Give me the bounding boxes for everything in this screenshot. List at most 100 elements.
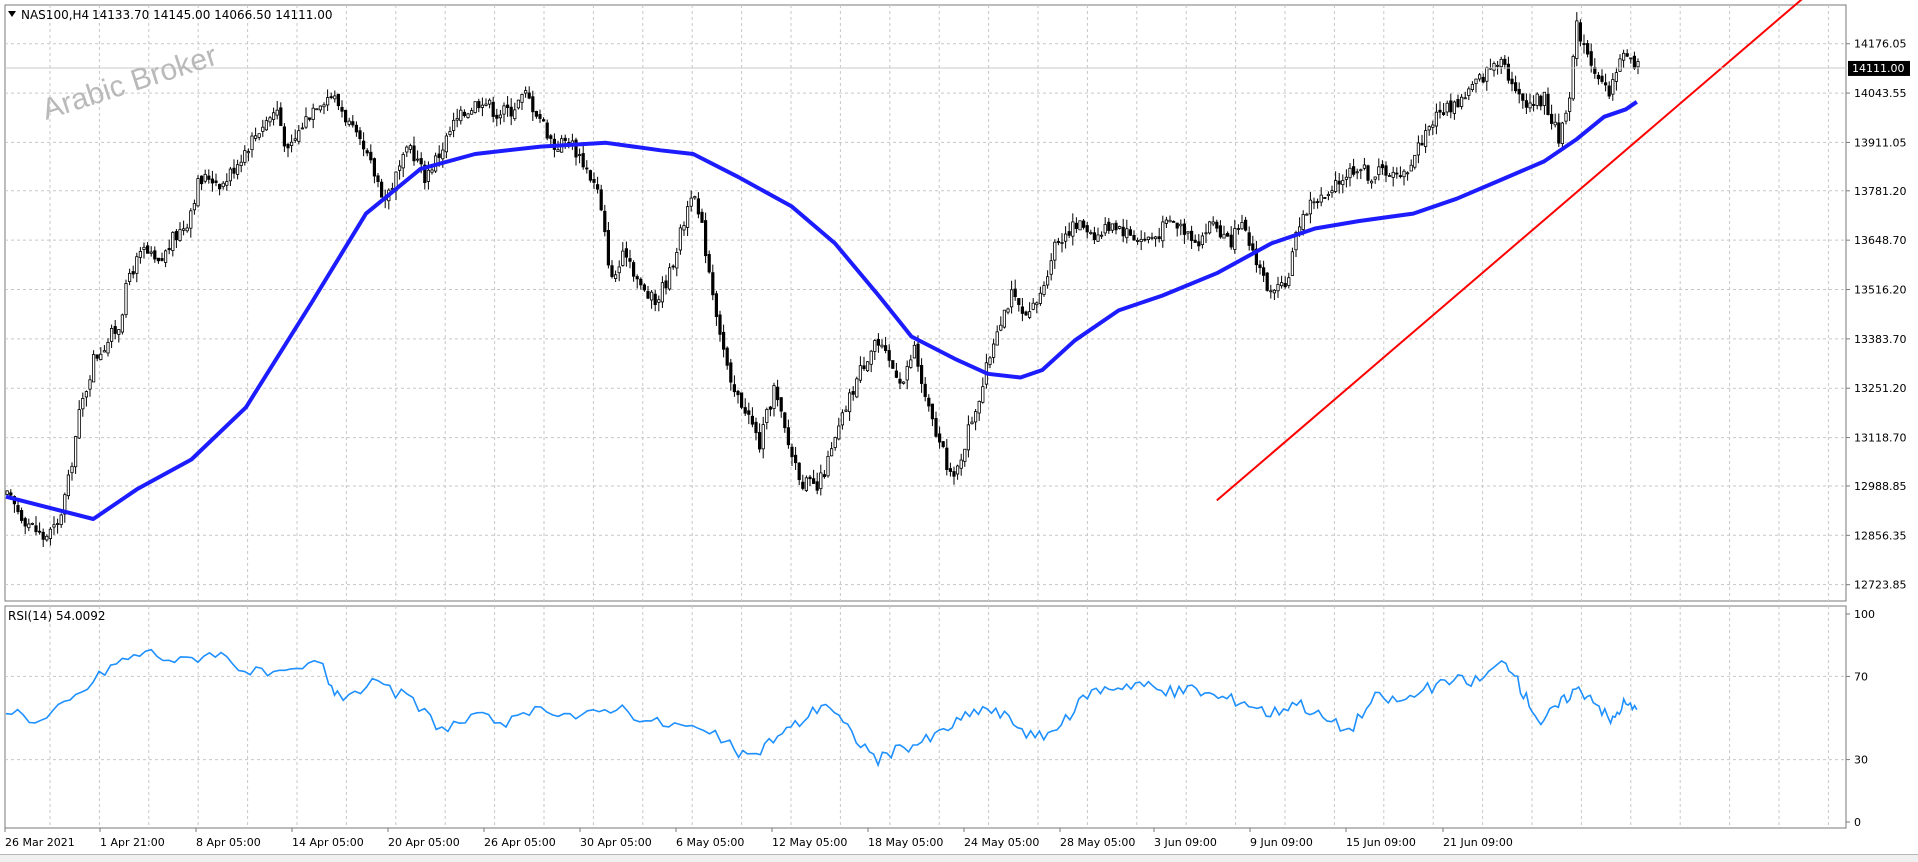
candle-body (671, 265, 675, 268)
candle-body (578, 154, 582, 156)
candle-body (866, 361, 870, 372)
candle-body (1204, 232, 1208, 235)
candle-body (794, 454, 798, 464)
candle-body (1258, 264, 1262, 269)
candle-body (401, 154, 405, 169)
candle-body (264, 120, 269, 131)
price-grid (5, 5, 1846, 601)
candle-body (1330, 190, 1334, 194)
candle-body (99, 353, 103, 360)
candle-body (1521, 93, 1525, 101)
candle-body (545, 122, 549, 139)
candle-body (1053, 241, 1057, 261)
candle-body (315, 108, 319, 111)
candle-body (873, 340, 877, 352)
ascending-trendline[interactable] (1216, 0, 1861, 502)
candle-body (1056, 241, 1060, 243)
rsi-tick-label: 30 (1854, 754, 1868, 767)
candle-body (725, 347, 729, 366)
candle-body (1002, 309, 1007, 328)
candle-body (9, 492, 13, 496)
candle-body (221, 182, 225, 188)
candle-body (783, 412, 787, 429)
candle-body (199, 175, 204, 185)
candle-body (1514, 82, 1518, 92)
candle-body (1096, 234, 1100, 242)
candle-body (1107, 221, 1111, 231)
candle-body (304, 116, 308, 128)
candle-body (927, 397, 931, 407)
candle-body (948, 468, 953, 472)
candle-body (700, 211, 704, 223)
candle-body (178, 229, 182, 241)
candle-body (826, 455, 830, 477)
candle-body (405, 146, 409, 153)
candle-body (574, 139, 578, 158)
candle-body (1236, 228, 1240, 230)
candle-body (160, 258, 164, 261)
candle-body (1542, 91, 1546, 106)
candle-body (444, 135, 449, 153)
candle-body (27, 523, 31, 529)
candle-body (786, 427, 791, 446)
candle-body (1229, 234, 1233, 248)
candle-body (1524, 100, 1528, 108)
candle-body (520, 94, 524, 103)
candle-body (1348, 167, 1352, 179)
candle-body (833, 437, 837, 448)
time-axis: 26 Mar 2021 1 Apr 21:00 8 Apr 05:00 14 Apr … (4, 828, 1513, 849)
candle-body (110, 328, 114, 342)
candle-body (1395, 172, 1399, 175)
candle-body (1589, 51, 1593, 66)
price-tick-label: 13516.20 (1854, 284, 1907, 297)
candle-body (56, 523, 60, 525)
candle-body (41, 531, 45, 540)
time-tick-label: 8 Apr 05:00 (196, 836, 261, 849)
candle-body (92, 354, 96, 383)
candle-body (1424, 130, 1428, 147)
candle-body (1301, 214, 1305, 230)
candle-body (1553, 121, 1557, 126)
candle-body (848, 392, 852, 413)
time-tick-label: 14 Apr 05:00 (292, 836, 364, 849)
candle-body (542, 119, 546, 122)
candle-body (516, 99, 521, 109)
candle-body (1496, 64, 1500, 67)
candle-body (1445, 102, 1449, 113)
candle-body (1006, 308, 1010, 313)
collapse-triangle-icon[interactable] (8, 11, 16, 17)
candle-body (1370, 180, 1374, 184)
candle-body (1049, 260, 1053, 275)
candle-body (311, 107, 315, 120)
candle-body (1283, 283, 1287, 288)
candle-body (1359, 169, 1363, 172)
candle-body (1575, 20, 1579, 59)
candle-body (1089, 232, 1093, 234)
candle-body (235, 164, 240, 175)
time-tick-label: 12 May 05:00 (772, 836, 847, 849)
candle-body (102, 350, 106, 353)
candle-body (225, 181, 229, 186)
candle-body (469, 110, 474, 115)
candle-body (905, 366, 909, 381)
time-tick-label: 30 Apr 05:00 (580, 836, 652, 849)
candle-body (1636, 61, 1640, 68)
rsi-axis: 100 70 30 0 (1846, 608, 1875, 829)
candle-body (1402, 170, 1406, 178)
candle-body (1452, 101, 1456, 114)
candle-body (776, 386, 780, 401)
candle-body (617, 266, 621, 274)
candle-body (207, 175, 211, 180)
candle-body (1020, 306, 1025, 314)
time-tick-label: 20 Apr 05:00 (388, 836, 460, 849)
candle-body (549, 135, 553, 139)
current-price-label: 14111.00 (1852, 62, 1905, 75)
candle-body (23, 518, 27, 527)
candle-body (1625, 53, 1629, 57)
candle-body (217, 183, 222, 190)
candle-body (498, 114, 503, 119)
candle-body (977, 401, 981, 414)
candle-body (1470, 84, 1474, 90)
candle-body (1586, 43, 1590, 55)
